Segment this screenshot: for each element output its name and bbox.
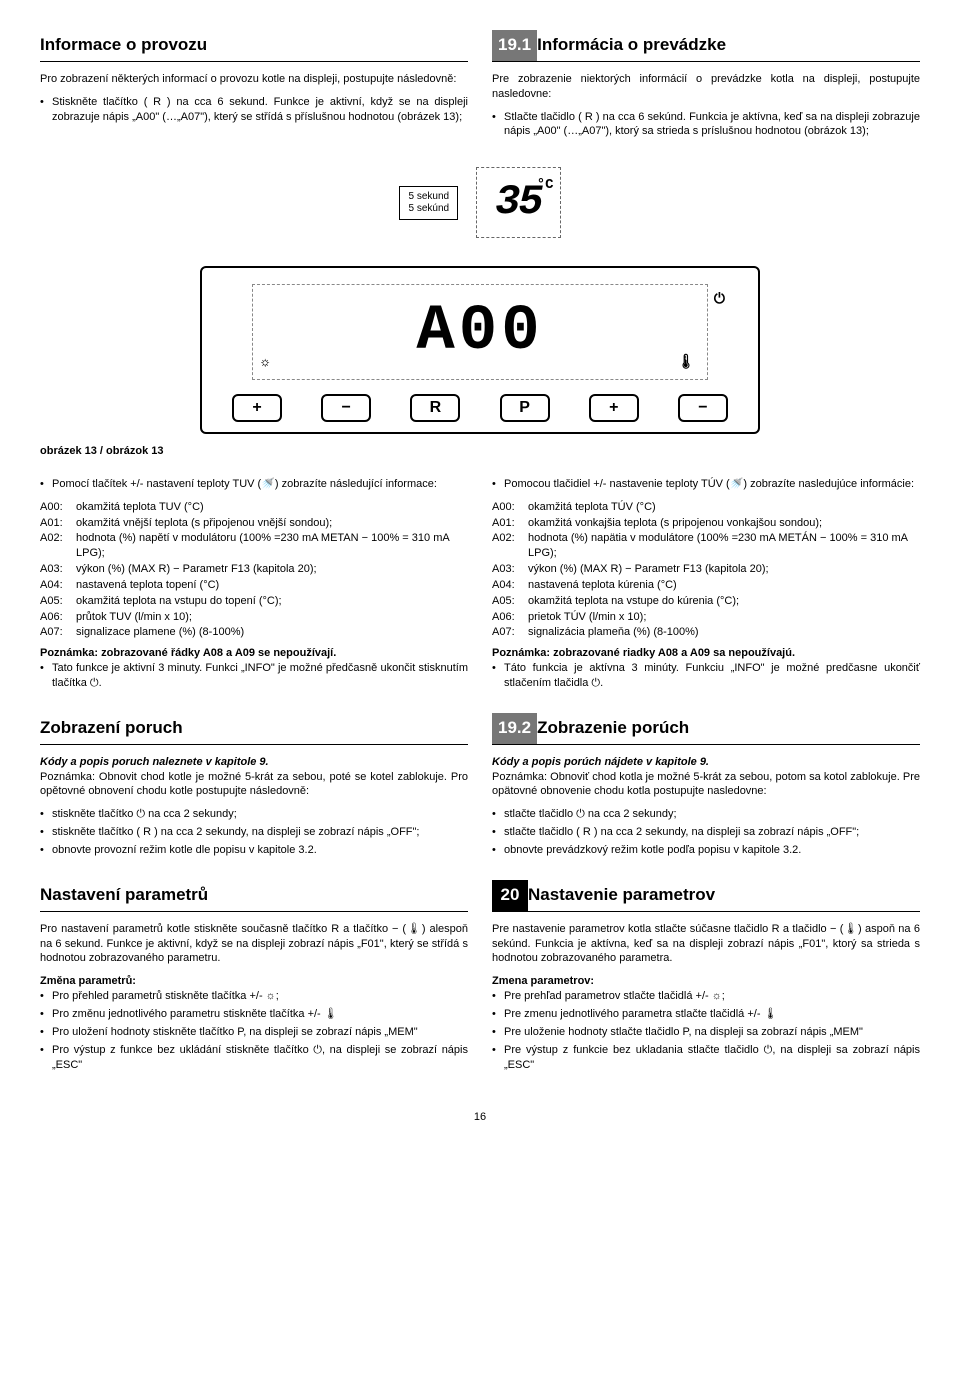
btn-minus-2[interactable]: − — [678, 394, 728, 422]
code-line: A00:okamžitá teplota TÚV (°C) — [492, 500, 920, 515]
fig-caption: obrázek 13 / obrázok 13 — [40, 444, 920, 459]
section-20-header: Nastavení parametrů 20 Nastavenie parame… — [40, 880, 920, 922]
btn-r[interactable]: R — [410, 394, 460, 422]
note-bullet-left: Tato funkce je aktivní 3 minuty. Funkci … — [40, 661, 468, 691]
code-line: A07:signalizácia plameňa (%) (8-100%) — [492, 625, 920, 640]
tap-icon: 🚿 — [730, 478, 744, 490]
intro-right: Pre zobrazenie niektorých informácií o p… — [492, 72, 920, 102]
panel-lcd: ☼ 🌡 ⏻ A00 — [252, 284, 708, 380]
note-left: Poznámka: zobrazované řádky A08 a A09 se… — [40, 646, 468, 661]
code-line: A01:okamžitá vnější teplota (s připojeno… — [40, 516, 468, 531]
codes-row: Pomocí tlačítek +/- nastavení teploty TU… — [40, 477, 920, 699]
section-20-body: Pro nastavení parametrů kotle stiskněte … — [40, 922, 920, 1081]
codes-list-right: A00:okamžitá teplota TÚV (°C)A01:okamžit… — [492, 500, 920, 641]
radiator-icon: ☼ — [261, 354, 273, 373]
section-19-2-header: Zobrazení poruch 19.2 Zobrazenie porúch — [40, 713, 920, 755]
note-bullet-right: Táto funkcia je aktívna 3 minúty. Funkci… — [492, 661, 920, 691]
code-line: A03:výkon (%) (MAX R) − Parametr F13 (ka… — [40, 562, 468, 577]
sec-num-19-1: 19.1 — [492, 30, 537, 62]
para-192-left: Poznámka: Obnovit chod kotle je možné 5-… — [40, 770, 468, 800]
sub-20-right: Zmena parametrov: — [492, 974, 920, 989]
kody-right: Kódy a popis porúch nájdete v kapitole 9… — [492, 755, 920, 770]
sec-title-left: Informace o provozu — [40, 30, 468, 62]
btn-plus-1[interactable]: + — [232, 394, 282, 422]
para-20-right: Pre nastavenie parametrov kotla stlačte … — [492, 922, 920, 967]
lcd-small: 35 °C — [476, 167, 560, 238]
code-line: A03:výkon (%) (MAX R) − Parametr F13 (ka… — [492, 562, 920, 577]
code-line: A00:okamžitá teplota TUV (°C) — [40, 500, 468, 515]
kody-left: Kódy a popis poruch naleznete v kapitole… — [40, 755, 468, 770]
code-line: A01:okamžitá vonkajšia teplota (s pripoj… — [492, 516, 920, 531]
sec-title-20-right: Nastavenie parametrov — [528, 880, 920, 912]
btn-p[interactable]: P — [500, 394, 550, 422]
bullet-left: Stiskněte tlačítko ( R ) na cca 6 sekund… — [40, 95, 468, 125]
para-20-left: Pro nastavení parametrů kotle stiskněte … — [40, 922, 468, 967]
tap-icon: 🌡 — [677, 354, 699, 373]
code-line: A04:nastavená teplota topení (°C) — [40, 578, 468, 593]
para-192-right: Poznámka: Obnoviť chod kotla je možné 5-… — [492, 770, 920, 800]
bullet-right: Stlačte tlačidlo ( R ) na cca 6 sekúnd. … — [492, 110, 920, 140]
codes-list-left: A00:okamžitá teplota TUV (°C)A01:okamžit… — [40, 500, 468, 641]
control-panel: ☼ 🌡 ⏻ A00 + − R P + − — [200, 266, 760, 434]
code-line: A04:nastavená teplota kúrenia (°C) — [492, 578, 920, 593]
page-number: 16 — [40, 1110, 920, 1125]
sec-title-20-left: Nastavení parametrů — [40, 880, 468, 912]
section-19-1-body: Pro zobrazení některých informací o prov… — [40, 72, 920, 147]
code-line: A06:průtok TUV (l/min x 10); — [40, 610, 468, 625]
btn-plus-2[interactable]: + — [589, 394, 639, 422]
sub-20-left: Změna parametrů: — [40, 974, 468, 989]
code-line: A05:okamžitá teplota na vstupe do kúreni… — [492, 594, 920, 609]
power-icon: ⏻ — [714, 291, 729, 310]
sec-title-192-left: Zobrazení poruch — [40, 713, 468, 745]
intro-left: Pro zobrazení některých informací o prov… — [40, 72, 468, 87]
code-line: A06:prietok TÚV (l/min x 10); — [492, 610, 920, 625]
code-line: A05:okamžitá teplota na vstupu do topení… — [40, 594, 468, 609]
sec-title-right: Informácia o prevádzke — [537, 30, 920, 62]
codes-intro-left: Pomocí tlačítek +/- nastavení teploty TU… — [40, 477, 468, 492]
fig-label-box: 5 sekund 5 sekúnd — [399, 186, 458, 220]
section-19-2-body: Kódy a popis poruch naleznete v kapitole… — [40, 755, 920, 866]
tap-icon: 🚿 — [261, 478, 275, 490]
code-line: A07:signalizace plamene (%) (8-100%) — [40, 625, 468, 640]
btn-minus-1[interactable]: − — [321, 394, 371, 422]
figure-13: 5 sekund 5 sekúnd 35 °C ☼ 🌡 ⏻ A00 + − R … — [40, 167, 920, 434]
panel-buttons: + − R P + − — [222, 394, 738, 422]
codes-intro-right: Pomocou tlačidiel +/- nastavenie teploty… — [492, 477, 920, 492]
sec-num-19-2: 19.2 — [492, 713, 537, 745]
code-line: A02:hodnota (%) napětí v modulátoru (100… — [40, 531, 468, 561]
sec-num-20: 20 — [492, 880, 528, 912]
note-right: Poznámka: zobrazované riadky A08 a A09 s… — [492, 646, 920, 661]
code-line: A02:hodnota (%) napätia v modulátore (10… — [492, 531, 920, 561]
sec-title-192-right: Zobrazenie porúch — [537, 713, 920, 745]
section-19-1-header: Informace o provozu 19.1 Informácia o pr… — [40, 30, 920, 72]
